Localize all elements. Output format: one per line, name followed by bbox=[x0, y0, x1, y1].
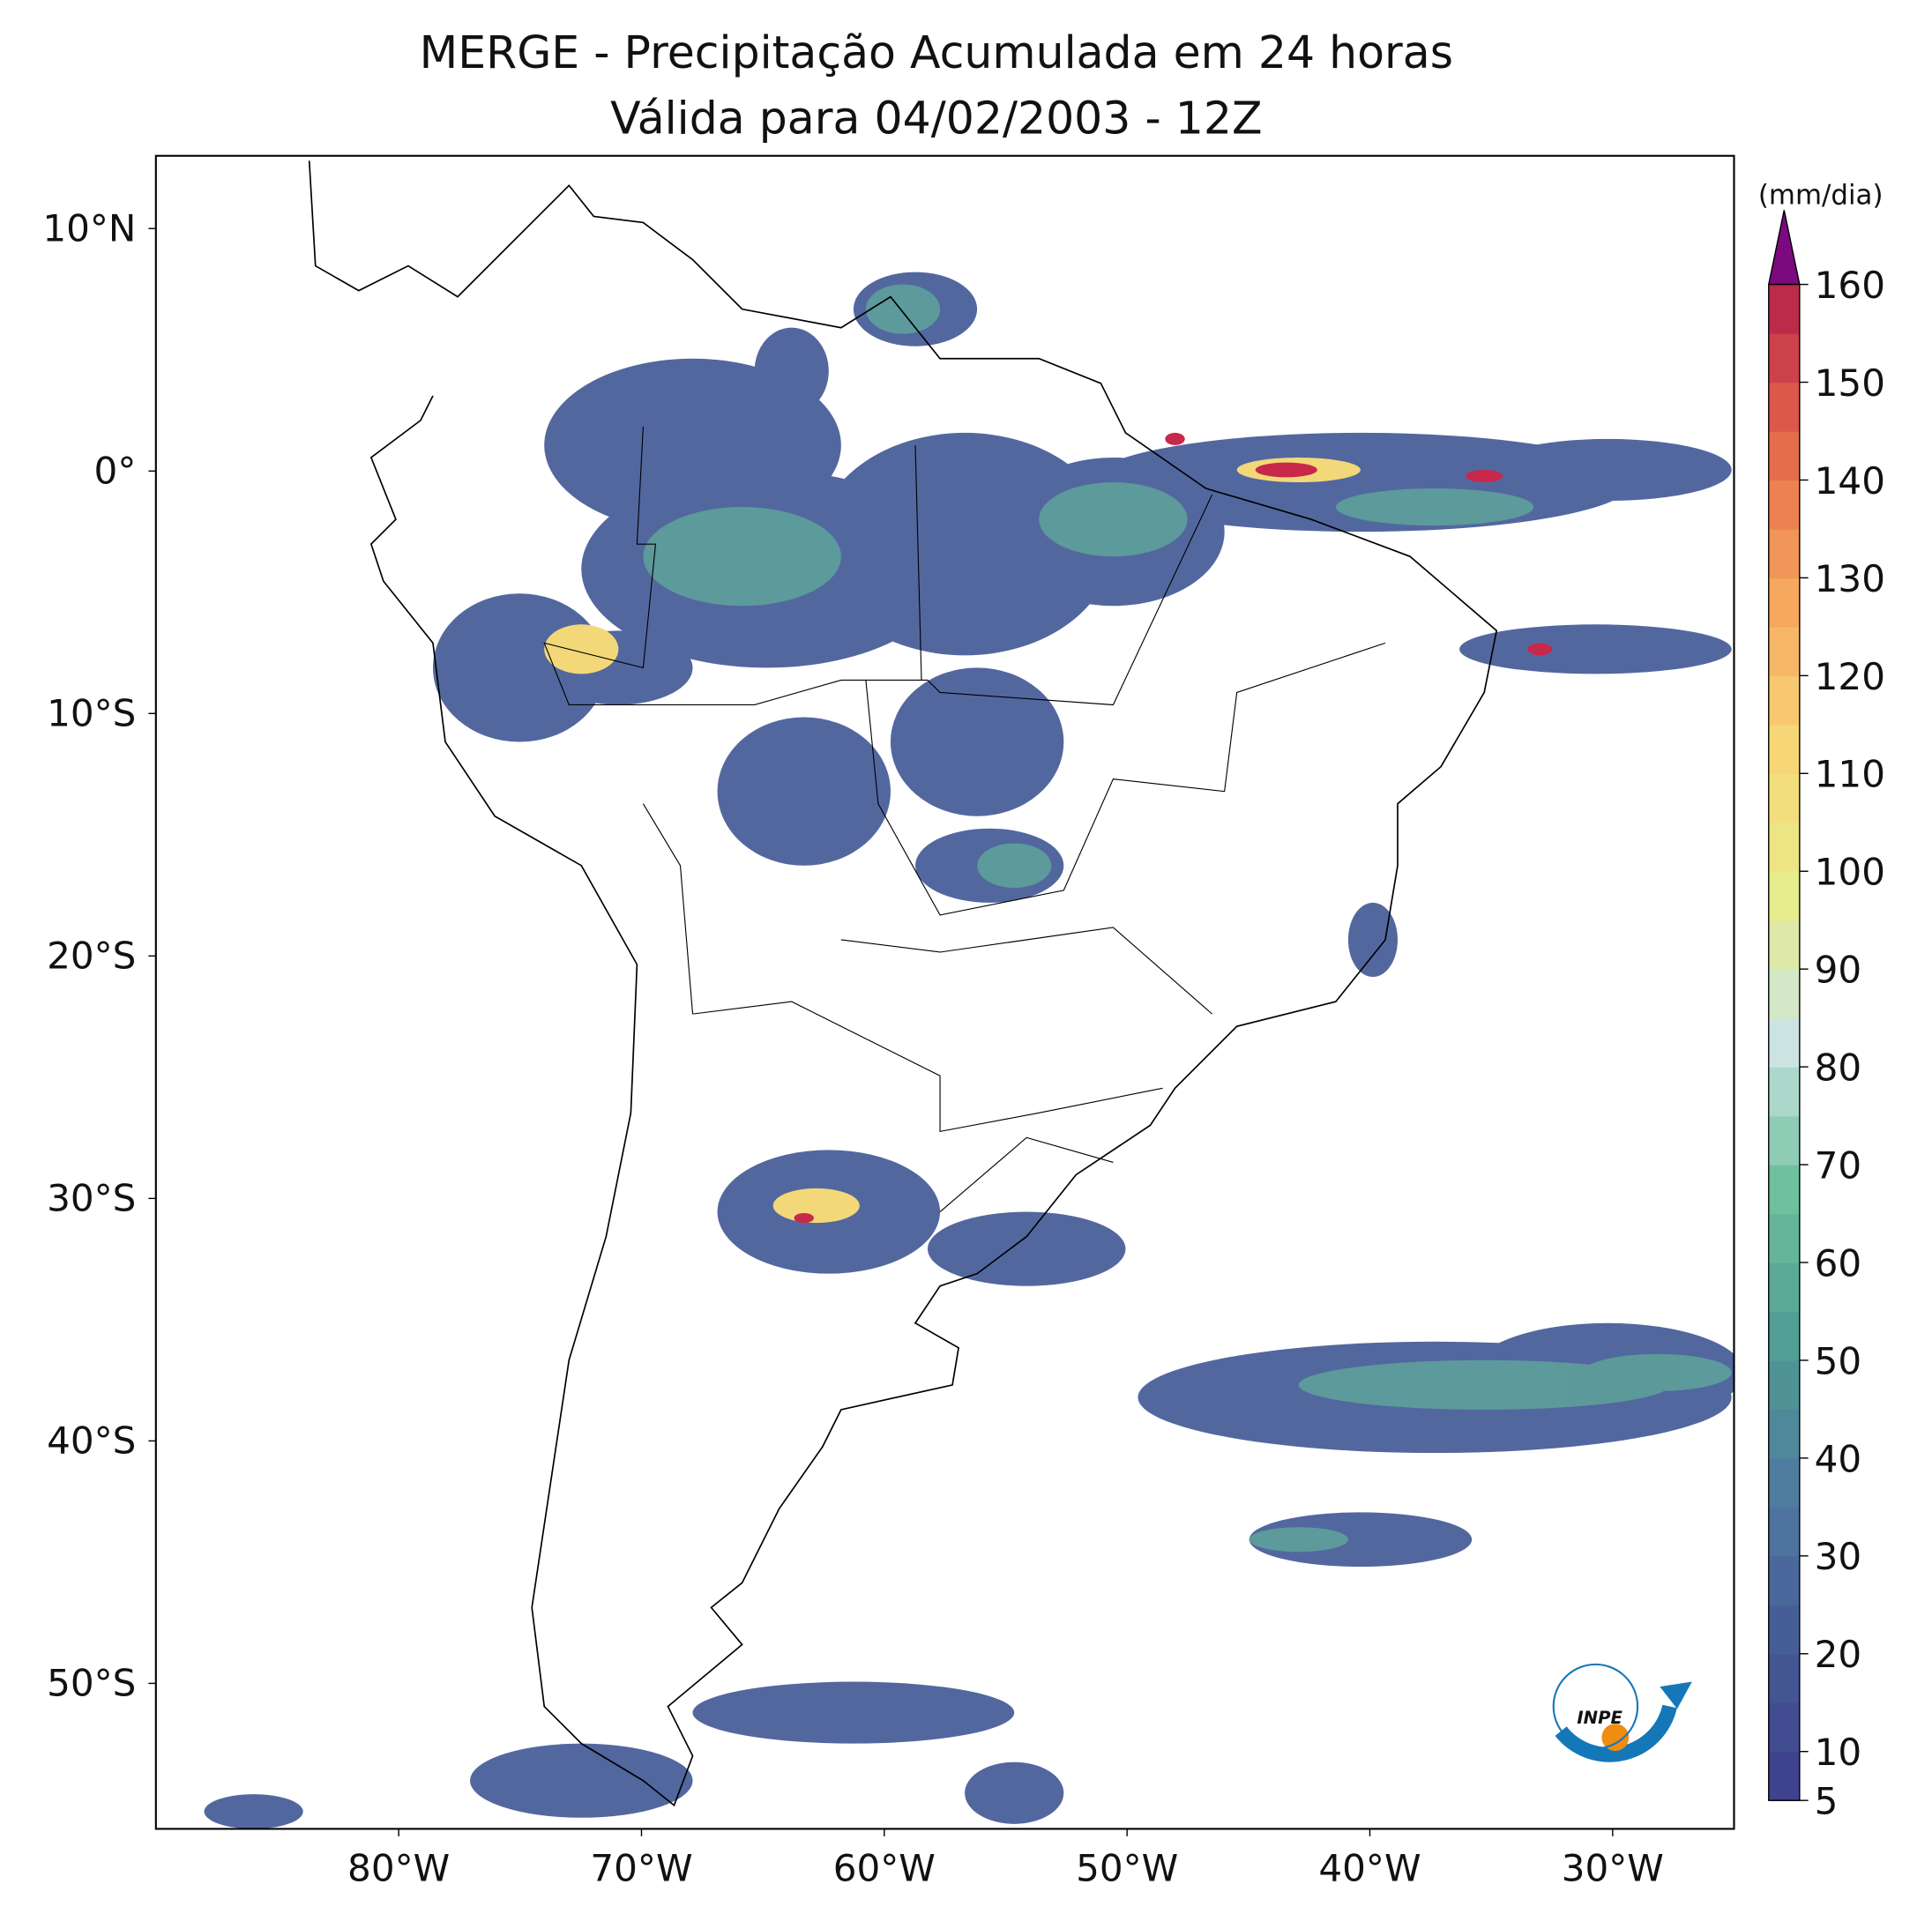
colorbar-band bbox=[1768, 1311, 1800, 1361]
precipitation bbox=[204, 272, 1734, 1829]
colorbar: 5 10 20 30 40 50 60 70 80 90 100 110 120 130 140 150 160 bbox=[1767, 210, 1885, 1823]
subtitle: Válida para 04/02/2003 - 12Z bbox=[610, 92, 1262, 144]
colorbar-band bbox=[1768, 1409, 1800, 1459]
colorbar-band bbox=[1768, 1653, 1800, 1703]
borders bbox=[543, 426, 1386, 1212]
colorbar-band bbox=[1768, 1165, 1800, 1215]
colorbar-band bbox=[1768, 333, 1800, 384]
colorbar-tick-label: 150 bbox=[1815, 361, 1885, 405]
colorbar-band bbox=[1768, 1751, 1800, 1801]
colorbar-band bbox=[1768, 1213, 1800, 1263]
colorbar-band bbox=[1768, 1067, 1800, 1117]
colorbar-band bbox=[1768, 1555, 1800, 1605]
colorbar-band bbox=[1768, 1702, 1800, 1753]
colorbar-tick-label: 90 bbox=[1815, 949, 1862, 992]
lon-tick-label: 60°W bbox=[833, 1846, 936, 1889]
map-frame bbox=[154, 154, 1735, 1830]
colorbar-band bbox=[1768, 871, 1800, 921]
colorbar-tick-label: 120 bbox=[1815, 655, 1885, 698]
lon-tick-label: 50°W bbox=[1076, 1846, 1178, 1889]
colorbar-band bbox=[1768, 1359, 1800, 1411]
colorbar-band bbox=[1768, 675, 1800, 726]
colorbar-tick-label: 100 bbox=[1815, 851, 1885, 894]
colorbar-band bbox=[1768, 528, 1800, 579]
colorbar-tick-label: 5 bbox=[1815, 1780, 1839, 1823]
lat-tick-label: 0° bbox=[94, 449, 137, 492]
colorbar-band bbox=[1768, 1115, 1800, 1166]
lat-tick-label: 20°S bbox=[47, 934, 136, 977]
logo: INPE bbox=[1552, 1663, 1692, 1762]
lon-tick-label: 40°W bbox=[1318, 1846, 1421, 1889]
colorbar-band bbox=[1768, 773, 1800, 823]
colorbar-tick-label: 10 bbox=[1815, 1731, 1862, 1774]
colorbar-tick-label: 140 bbox=[1815, 459, 1885, 503]
colorbar-band bbox=[1768, 1457, 1800, 1508]
colorbar-tick-label: 50 bbox=[1815, 1339, 1862, 1382]
colorbar-band bbox=[1768, 1017, 1800, 1068]
colorbar-band bbox=[1768, 1262, 1800, 1313]
lon-tick-label: 70°W bbox=[590, 1846, 692, 1889]
colorbar-band bbox=[1768, 382, 1800, 432]
colorbar-band bbox=[1768, 822, 1800, 872]
colorbar-band bbox=[1768, 1507, 1800, 1557]
colorbar-tick-label: 130 bbox=[1815, 557, 1885, 600]
colorbar-band bbox=[1768, 284, 1800, 334]
colorbar-band bbox=[1768, 969, 1800, 1019]
colorbar-tick-label: 30 bbox=[1815, 1535, 1862, 1578]
logo-text: INPE bbox=[1577, 1708, 1622, 1728]
colorbar-tick-label: 160 bbox=[1815, 264, 1885, 307]
colorbar-tick-label: 60 bbox=[1815, 1241, 1862, 1285]
title: MERGE - Precipitação Acumulada em 24 hor… bbox=[420, 26, 1453, 78]
colorbar-band bbox=[1768, 431, 1800, 481]
colorbar-tick-label: 110 bbox=[1815, 753, 1885, 796]
colorbar-band bbox=[1768, 577, 1800, 628]
colorbar-tick-label: 70 bbox=[1815, 1143, 1862, 1187]
lon-tick-label: 80°W bbox=[347, 1846, 450, 1889]
lat-tick-label: 40°S bbox=[47, 1419, 136, 1462]
lon-tick-label: 30°W bbox=[1562, 1846, 1664, 1889]
colorbar-band bbox=[1768, 626, 1800, 677]
colorbar-band bbox=[1768, 920, 1800, 970]
colorbar-frame bbox=[1768, 283, 1801, 1801]
colorbar-band bbox=[1768, 480, 1800, 530]
lat-tick-label: 10°N bbox=[42, 206, 136, 249]
colorbar-band bbox=[1768, 1605, 1800, 1655]
colorbar-tick-label: 20 bbox=[1815, 1633, 1862, 1676]
lat-tick-label: 30°S bbox=[47, 1176, 136, 1219]
colorbar-tick-label: 40 bbox=[1815, 1437, 1862, 1480]
colorbar-tick-label: 80 bbox=[1815, 1046, 1862, 1090]
colorbar-band bbox=[1768, 724, 1800, 774]
lat-tick-label: 10°S bbox=[47, 691, 136, 734]
colorbar-unit: (mm/dia) bbox=[1758, 179, 1884, 211]
coastline bbox=[308, 160, 1498, 1807]
colorbar-extend bbox=[1767, 210, 1801, 286]
lat-tick-label: 50°S bbox=[47, 1661, 136, 1704]
